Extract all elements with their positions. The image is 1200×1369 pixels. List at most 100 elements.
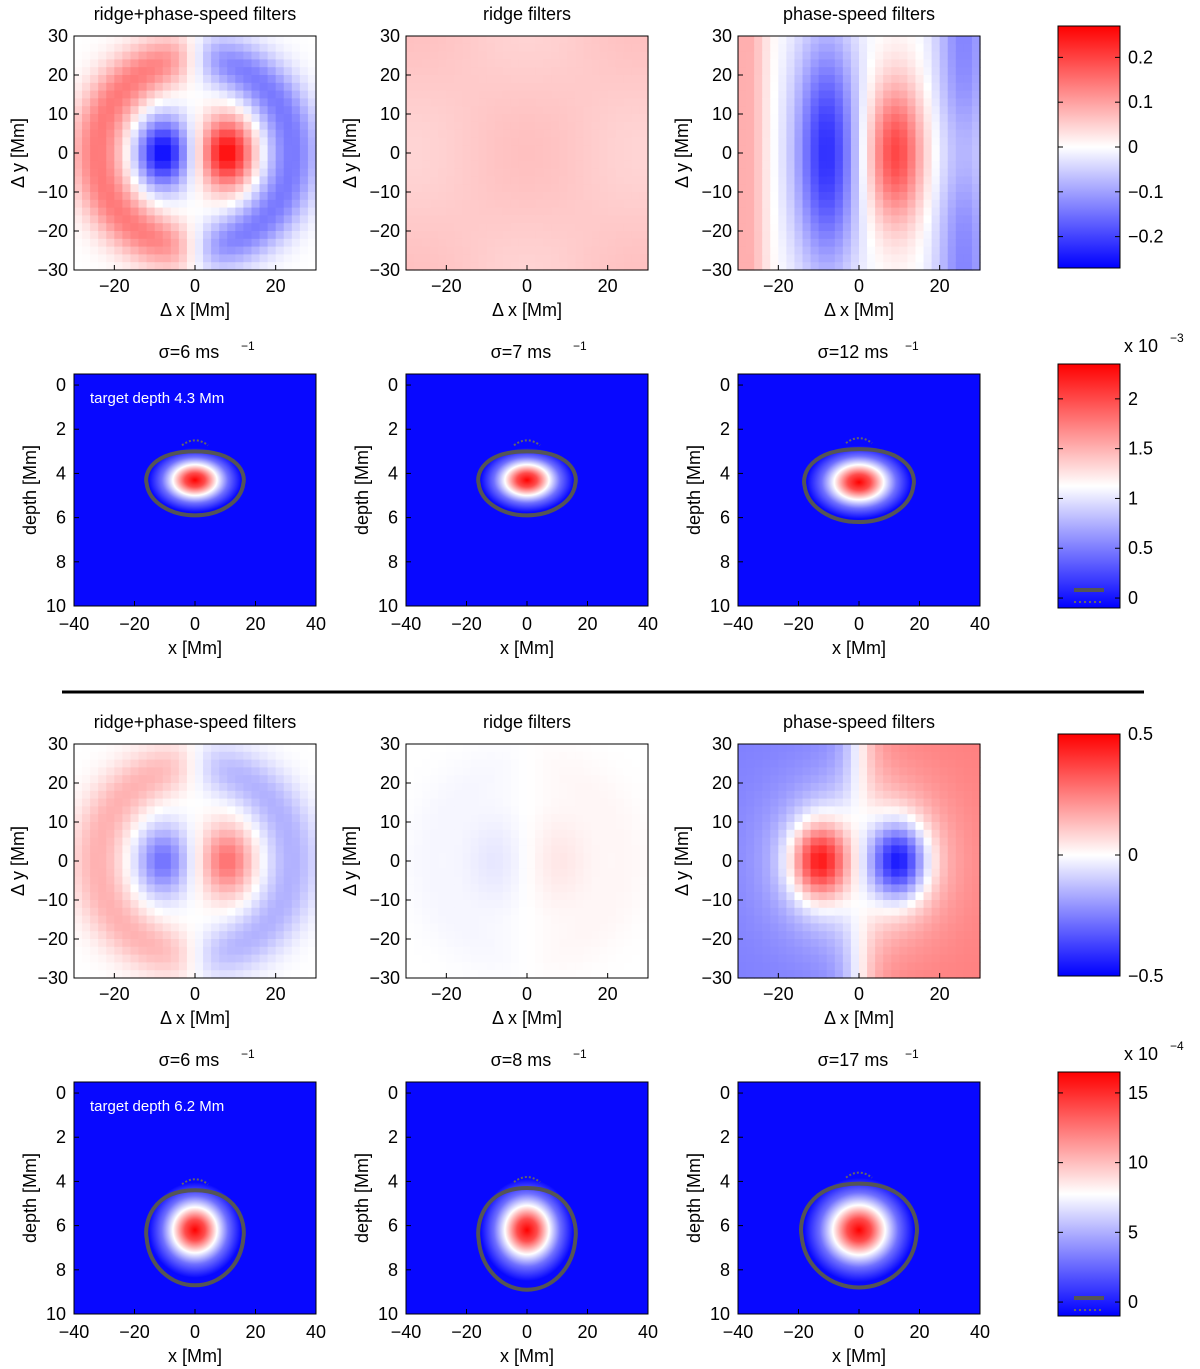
- y-tick-label: 4: [720, 463, 730, 483]
- x-tick-label: 20: [245, 1322, 265, 1342]
- x-tick-label: 0: [522, 614, 532, 634]
- panel-title: σ=6 ms: [159, 1050, 220, 1070]
- x-tick-label: −40: [59, 614, 90, 634]
- x-tick-label: −40: [391, 614, 422, 634]
- y-tick-label: −20: [701, 929, 732, 949]
- x-axis-label: x [Mm]: [500, 638, 554, 658]
- y-tick-label: 0: [388, 375, 398, 395]
- half-max-contour: [802, 447, 916, 525]
- x-tick-label: −20: [431, 276, 462, 296]
- x-tick-label: −20: [451, 614, 482, 634]
- y-tick-label: 10: [378, 1304, 398, 1324]
- colorbar-fill: [1058, 1072, 1120, 1316]
- panel-title: phase-speed filters: [783, 4, 935, 24]
- x-tick-label: 20: [598, 984, 618, 1004]
- colorbar-frame: [1057, 363, 1121, 609]
- kernel-panel: σ=17 ms −1 −40 −20 0 20 40 x [Mm] 0 2 4 6 8 10 depth […: [684, 1047, 990, 1366]
- x-tick-label: 0: [854, 276, 864, 296]
- y-tick-label: 0: [58, 851, 68, 871]
- x-axis-label: x [Mm]: [832, 1346, 886, 1366]
- kernel-panel: σ=8 ms −1 −40 −20 0 20 40 x [Mm] 0 2 4 6 8 10 depth [M…: [352, 1047, 658, 1366]
- y-tick-label: 10: [46, 1304, 66, 1324]
- target-depth-annotation: target depth 6.2 Mm: [90, 1098, 224, 1115]
- half-max-contour: [476, 449, 578, 518]
- x-tick-label: −40: [59, 1322, 90, 1342]
- kernel-blob: [149, 448, 241, 513]
- x-tick-label: −20: [783, 1322, 814, 1342]
- x-tick-label: −20: [763, 276, 794, 296]
- colorbar-tick-label: 15: [1128, 1083, 1148, 1103]
- x-tick-label: −20: [119, 614, 150, 634]
- half-max-contour: [799, 1181, 919, 1290]
- kernel-blob: [481, 448, 573, 513]
- y-tick-label: 20: [48, 65, 68, 85]
- title-superscript: −1: [573, 1047, 587, 1061]
- x-axis-label: x [Mm]: [500, 1346, 554, 1366]
- x-tick-label: 0: [522, 276, 532, 296]
- y-tick-label: 30: [380, 26, 400, 46]
- y-tick-label: −30: [701, 260, 732, 280]
- x-axis-label: Δ x [Mm]: [824, 300, 894, 320]
- y-tick-label: 10: [712, 812, 732, 832]
- y-tick-label: −10: [701, 182, 732, 202]
- axes: −40 −20 0 20 40 x [Mm] 0 2 4 6 8 10 depth [Mm]: [684, 375, 990, 658]
- axes: −40 −20 0 20 40 x [Mm] 0 2 4 6 8 10 depth [Mm]: [20, 375, 326, 658]
- y-tick-label: 30: [48, 26, 68, 46]
- y-tick-label: 0: [720, 375, 730, 395]
- x-tick-label: 40: [638, 1322, 658, 1342]
- x-tick-label: 40: [638, 614, 658, 634]
- y-tick-label: 2: [720, 419, 730, 439]
- negative-contour: [181, 1178, 209, 1186]
- y-tick-label: 20: [48, 773, 68, 793]
- x-tick-label: 0: [854, 1322, 864, 1342]
- half-max-contour: [144, 1188, 246, 1288]
- y-tick-label: 6: [388, 1216, 398, 1236]
- y-tick-label: 20: [712, 65, 732, 85]
- y-tick-label: −20: [369, 929, 400, 949]
- y-tick-label: 0: [56, 1083, 66, 1103]
- y-tick-label: 8: [720, 552, 730, 572]
- x-tick-label: 0: [522, 984, 532, 1004]
- y-tick-label: −10: [701, 890, 732, 910]
- y-tick-label: −10: [37, 890, 68, 910]
- y-tick-label: 0: [722, 851, 732, 871]
- y-tick-label: 10: [48, 812, 68, 832]
- kernel-blob: [149, 1182, 241, 1278]
- colorbar-tick-label: 1: [1128, 488, 1138, 508]
- heatmap-cells: [74, 744, 317, 979]
- y-axis-label: Δ y [Mm]: [8, 118, 28, 188]
- y-tick-label: −20: [37, 221, 68, 241]
- x-tick-label: 20: [930, 984, 950, 1004]
- x-axis-label: Δ x [Mm]: [160, 300, 230, 320]
- axes: −20 0 20 Δ x [Mm] 30 20 10 0 −10 −20 −30 Δ y [Mm]: [8, 734, 286, 1028]
- axes: −40 −20 0 20 40 x [Mm] 0 2 4 6 8 10 depth [Mm]: [352, 1083, 658, 1366]
- y-tick-label: 6: [56, 508, 66, 528]
- y-tick-label: 0: [58, 143, 68, 163]
- colorbar-tick-label: 1.5: [1128, 439, 1153, 459]
- x-tick-label: 0: [190, 276, 200, 296]
- heatmap-cells: [406, 744, 649, 979]
- colorbar-tick-label: 0.5: [1128, 724, 1153, 744]
- x-tick-label: 0: [190, 1322, 200, 1342]
- x-axis-label: x [Mm]: [168, 1346, 222, 1366]
- negative-contour: [845, 437, 873, 444]
- panel-title: σ=12 ms: [818, 342, 889, 362]
- colorbar-multiplier-exp: −4: [1170, 1039, 1184, 1053]
- colorbar-multiplier: x 10: [1124, 1044, 1158, 1064]
- x-tick-label: −20: [431, 984, 462, 1004]
- x-axis-label: x [Mm]: [832, 638, 886, 658]
- x-tick-label: −20: [99, 984, 130, 1004]
- x-tick-label: −40: [723, 614, 754, 634]
- colorbar-tick-label: 0.1: [1128, 92, 1153, 112]
- y-tick-label: 8: [388, 1260, 398, 1280]
- x-tick-label: 40: [306, 614, 326, 634]
- x-axis-label: x [Mm]: [168, 638, 222, 658]
- y-tick-label: 8: [388, 552, 398, 572]
- vx-panel: ridge+phase-speed filters: [73, 712, 317, 979]
- negative-contour: [845, 1171, 873, 1179]
- title-superscript: −1: [905, 1047, 919, 1061]
- kernel-blob: [481, 1179, 573, 1281]
- panel-title: σ=6 ms: [159, 342, 220, 362]
